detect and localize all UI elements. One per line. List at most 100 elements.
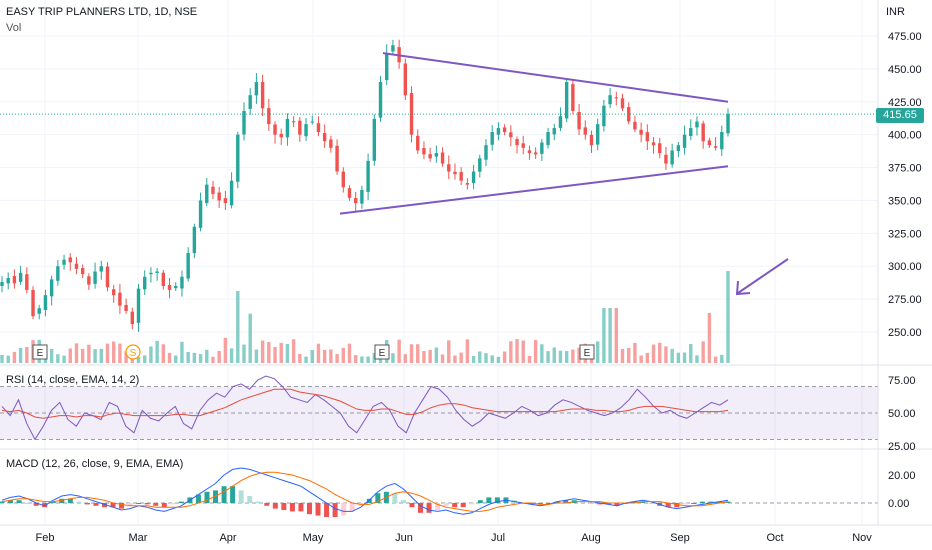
volume-bar: [161, 344, 166, 363]
volume-bar: [260, 340, 265, 363]
candle-body: [223, 198, 228, 204]
volume-bar: [614, 308, 619, 363]
volume-bar: [602, 308, 606, 363]
volume-bar: [180, 341, 184, 363]
candle-body: [558, 116, 563, 128]
volume-bar: [186, 351, 190, 363]
volume-bar: [316, 343, 321, 363]
volume-bar: [403, 354, 408, 363]
macd-histogram-bar: [554, 501, 560, 503]
volume-bar: [285, 344, 290, 363]
candle-body: [583, 127, 587, 135]
macd-histogram-bar: [247, 496, 253, 503]
candle-body: [105, 266, 110, 288]
candle-body: [428, 154, 432, 159]
candle-body: [471, 171, 476, 184]
split-marker-label: S: [130, 348, 137, 359]
candle-body: [279, 133, 283, 138]
volume-bar: [229, 348, 234, 363]
volume-bar: [205, 349, 209, 363]
candle-body: [509, 132, 513, 138]
volume-bar: [56, 354, 60, 363]
candle-body: [465, 183, 470, 185]
macd-histogram-bar: [648, 503, 654, 504]
volume-bar: [471, 356, 476, 363]
earnings-marker: [374, 344, 390, 360]
volume-bar: [192, 352, 197, 363]
candle-body: [167, 284, 172, 290]
volume-bar: [571, 349, 575, 363]
volume-bar: [459, 352, 463, 363]
macd-histogram-bar: [563, 500, 569, 503]
volume-bar: [595, 341, 600, 363]
macd-histogram-bar: [110, 503, 116, 508]
volume-bar: [447, 340, 451, 363]
volume-bar: [509, 341, 513, 363]
volume-bar: [167, 352, 172, 363]
macd-histogram-bar: [16, 500, 22, 503]
candle-body: [186, 253, 190, 279]
volume-bar: [124, 351, 128, 363]
candle-body: [589, 134, 594, 146]
price-tick-label: 325.00: [888, 228, 922, 240]
arrow-shaft: [737, 258, 789, 294]
volume-bar: [136, 356, 141, 363]
volume-bar: [720, 354, 724, 363]
volume-bar: [223, 337, 228, 363]
volume-bar: [422, 350, 426, 363]
volume-bar: [273, 347, 277, 363]
volume-bar: [689, 343, 693, 363]
macd-histogram-bar: [469, 503, 475, 505]
macd-histogram-bar: [59, 498, 65, 503]
rsi-tick-label: 25.00: [888, 441, 916, 453]
macd-histogram-bar: [281, 503, 287, 510]
candle-body: [31, 289, 35, 317]
candle-body: [366, 160, 370, 192]
volume-bar: [434, 347, 439, 363]
volume-bar: [651, 344, 656, 363]
candle-body: [484, 145, 488, 160]
candle-body: [316, 123, 321, 133]
candle-body: [664, 154, 668, 164]
candle-body: [651, 142, 656, 146]
candle-body: [459, 172, 463, 181]
macd-histogram-bar: [298, 503, 304, 512]
candle-body: [360, 189, 364, 204]
volume-bar: [527, 355, 532, 363]
rsi-tick-label: 50.00: [888, 408, 916, 420]
volume-bar: [198, 354, 203, 363]
candle-body: [211, 186, 215, 194]
volume-bar: [502, 351, 507, 363]
macd-histogram-bar: [195, 494, 201, 503]
candle-body: [633, 121, 637, 130]
volume-bar: [18, 348, 23, 363]
time-tick-label: Aug: [581, 532, 601, 544]
macd-histogram-bar: [537, 503, 543, 505]
volume-bar: [254, 349, 259, 363]
macd-histogram-bar: [33, 503, 39, 506]
volume-bar: [12, 351, 17, 363]
volume-bar: [6, 355, 10, 363]
candle-body: [80, 268, 85, 275]
macd-histogram-bar: [289, 503, 295, 512]
candle-body: [37, 308, 41, 314]
volume-bar: [62, 355, 66, 363]
candle-body: [378, 82, 383, 118]
volume-bar: [521, 340, 525, 363]
volume-bar: [533, 339, 538, 363]
volume-bar: [279, 342, 283, 363]
candle-body: [645, 132, 650, 142]
candle-body: [527, 150, 532, 154]
candlestick-series: [0, 39, 730, 332]
volume-bar: [639, 355, 643, 363]
price-tick-label: 450.00: [888, 64, 922, 76]
candle-body: [478, 158, 482, 172]
volume-bar: [627, 348, 631, 363]
macd-histogram-bar: [42, 503, 48, 508]
candle-body: [229, 180, 234, 206]
candle-body: [49, 279, 54, 297]
candle-body: [74, 263, 79, 269]
time-tick-label: Jul: [491, 532, 505, 544]
volume-bar: [155, 340, 159, 363]
candle-body: [310, 121, 314, 123]
